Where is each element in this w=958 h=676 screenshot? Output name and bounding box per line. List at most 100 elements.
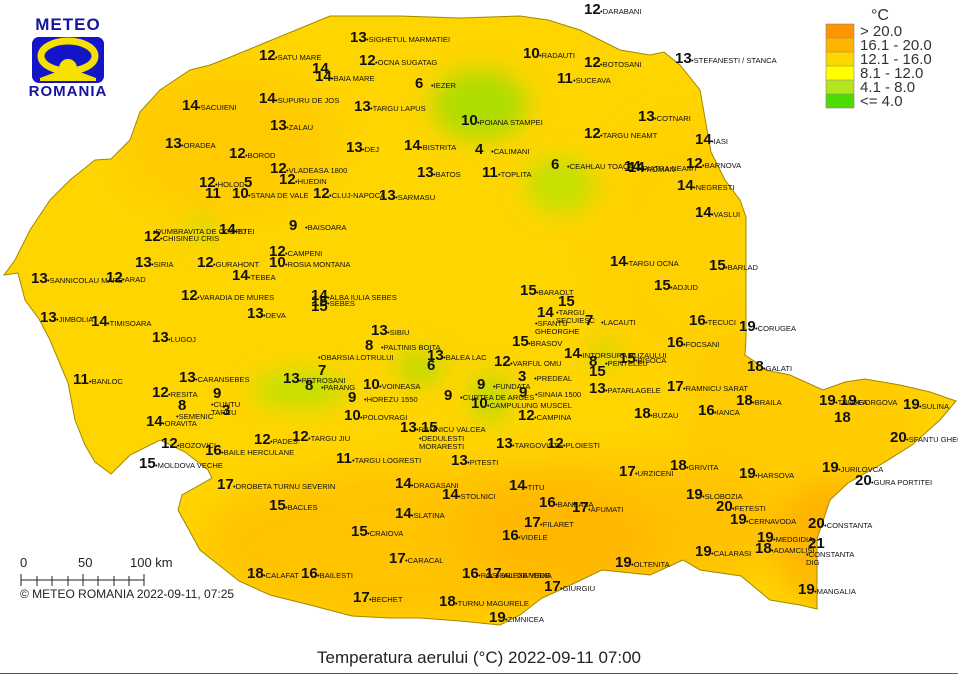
svg-text:6: 6 xyxy=(551,156,559,173)
svg-text:•CALIMANI: •CALIMANI xyxy=(491,147,530,156)
svg-text:•ZIMNICEA: •ZIMNICEA xyxy=(505,615,545,624)
svg-text:•GURA PORTITEI: •GURA PORTITEI xyxy=(871,478,932,487)
svg-text:•ADAMCLISI: •ADAMCLISI xyxy=(771,546,815,555)
svg-text:19: 19 xyxy=(489,609,506,626)
svg-text:•LUGOJ: •LUGOJ xyxy=(168,335,196,344)
svg-text:13: 13 xyxy=(638,108,655,125)
svg-text:9: 9 xyxy=(477,376,485,393)
svg-text:17: 17 xyxy=(524,514,541,531)
svg-text:8: 8 xyxy=(365,337,373,354)
svg-text:<= 4.0: <= 4.0 xyxy=(860,93,903,110)
svg-text:•ORAVITA: •ORAVITA xyxy=(162,419,198,428)
svg-text:14: 14 xyxy=(146,413,163,430)
svg-text:11: 11 xyxy=(557,70,573,87)
svg-text:12: 12 xyxy=(584,54,601,71)
svg-text:17: 17 xyxy=(217,476,234,493)
svg-text:17: 17 xyxy=(389,550,406,567)
svg-text:10: 10 xyxy=(269,254,286,271)
svg-text:•BRASOV: •BRASOV xyxy=(528,339,563,348)
svg-text:•STEI: •STEI xyxy=(235,227,255,236)
svg-text:•BAILESTI: •BAILESTI xyxy=(317,571,353,580)
svg-text:11: 11 xyxy=(205,185,221,202)
svg-text:•BARNOVA: •BARNOVA xyxy=(702,161,742,170)
svg-text:10: 10 xyxy=(363,376,380,393)
svg-text:•CARANSEBES: •CARANSEBES xyxy=(195,375,250,384)
svg-text:•BANLOC: •BANLOC xyxy=(89,377,123,386)
svg-text:•HARSOVA: •HARSOVA xyxy=(755,471,795,480)
svg-text:•TOPLITA: •TOPLITA xyxy=(498,170,533,179)
svg-text:18: 18 xyxy=(736,392,753,409)
svg-text:•DEJ: •DEJ xyxy=(362,145,379,154)
svg-text:•CORUGEA: •CORUGEA xyxy=(755,324,797,333)
svg-text:•TEBEA: •TEBEA xyxy=(248,273,276,282)
svg-text:•SFANTU GHEORGHE: •SFANTU GHEORGHE xyxy=(906,435,958,444)
svg-text:•BACLES: •BACLES xyxy=(285,503,318,512)
svg-text:12: 12 xyxy=(584,1,601,18)
svg-text:14: 14 xyxy=(395,505,412,522)
svg-text:•VARFUL OMU: •VARFUL OMU xyxy=(510,359,562,368)
svg-text:14: 14 xyxy=(509,477,526,494)
svg-text:•STANA DE VALE: •STANA DE VALE xyxy=(248,191,309,200)
svg-text:•CARACAL: •CARACAL xyxy=(405,556,444,565)
svg-text:4: 4 xyxy=(475,141,484,158)
svg-text:•TARGU LOGRESTI: •TARGU LOGRESTI xyxy=(352,456,421,465)
svg-text:14: 14 xyxy=(677,177,694,194)
svg-text:10: 10 xyxy=(471,395,488,412)
svg-text:•DEVA: •DEVA xyxy=(263,311,287,320)
svg-text:10: 10 xyxy=(523,45,540,62)
svg-text:•SUCEAVA: •SUCEAVA xyxy=(573,76,612,85)
svg-text:13: 13 xyxy=(496,435,513,452)
svg-text:13: 13 xyxy=(379,187,396,204)
svg-text:•STOLNICI: •STOLNICI xyxy=(458,492,496,501)
svg-text:19: 19 xyxy=(739,318,756,335)
svg-text:14: 14 xyxy=(404,137,421,154)
svg-text:•BOTOSANI: •BOTOSANI xyxy=(600,60,642,69)
svg-text:•SIRIA: •SIRIA xyxy=(151,260,174,269)
svg-text:•OLTENITA: •OLTENITA xyxy=(631,560,671,569)
svg-text:•IANCA: •IANCA xyxy=(714,408,741,417)
svg-text:13: 13 xyxy=(451,452,468,469)
svg-text:13: 13 xyxy=(350,29,367,46)
svg-text:13: 13 xyxy=(675,50,692,67)
svg-text:15: 15 xyxy=(139,455,156,472)
svg-text:•ORADEA: •ORADEA xyxy=(181,141,217,150)
svg-text:•CRAIOVA: •CRAIOVA xyxy=(367,529,404,538)
svg-text:100 km: 100 km xyxy=(130,555,173,570)
svg-text:•FILARET: •FILARET xyxy=(540,520,574,529)
svg-text:•BAILE HERCULANE: •BAILE HERCULANE xyxy=(221,448,294,457)
svg-text:14: 14 xyxy=(259,90,276,107)
svg-text:•SACUIENI: •SACUIENI xyxy=(198,103,237,112)
svg-text:DIG: DIG xyxy=(806,558,820,567)
svg-text:•CAMPENI: •CAMPENI xyxy=(285,249,322,258)
svg-text:15: 15 xyxy=(654,277,671,294)
svg-text:0: 0 xyxy=(20,555,27,570)
svg-text:14: 14 xyxy=(695,204,712,221)
svg-text:16: 16 xyxy=(301,565,318,582)
svg-text:•BUZAU: •BUZAU xyxy=(650,411,678,420)
svg-text:18: 18 xyxy=(670,457,687,474)
svg-text:12: 12 xyxy=(259,47,276,64)
svg-text:•BRAILA: •BRAILA xyxy=(752,398,783,407)
svg-text:•SINAIA 1500: •SINAIA 1500 xyxy=(535,390,581,399)
svg-text:•OBARSIA LOTRULUI: •OBARSIA LOTRULUI xyxy=(318,353,394,362)
svg-text:13: 13 xyxy=(417,164,434,181)
svg-text:17: 17 xyxy=(619,463,636,480)
svg-text:12: 12 xyxy=(229,145,246,162)
svg-text:12: 12 xyxy=(254,431,271,448)
svg-text:•SEBES: •SEBES xyxy=(327,299,355,308)
svg-text:12: 12 xyxy=(547,435,564,452)
svg-text:17: 17 xyxy=(353,589,370,606)
svg-text:•MOLDOVA VECHE: •MOLDOVA VECHE xyxy=(155,461,223,470)
svg-text:•PREDEAL: •PREDEAL xyxy=(534,374,572,383)
svg-text:18: 18 xyxy=(439,593,456,610)
svg-text:18: 18 xyxy=(247,565,264,582)
svg-text:•SLATINA: •SLATINA xyxy=(411,511,446,520)
svg-text:•CALARASI: •CALARASI xyxy=(711,549,751,558)
svg-text:19: 19 xyxy=(903,396,920,413)
svg-text:•ARAD: •ARAD xyxy=(122,275,146,284)
svg-text:•SARMASU: •SARMASU xyxy=(395,193,435,202)
svg-text:•BISTRITA: •BISTRITA xyxy=(420,143,457,152)
svg-text:13: 13 xyxy=(40,309,57,326)
svg-text:14: 14 xyxy=(564,345,581,362)
svg-text:13: 13 xyxy=(179,369,196,386)
